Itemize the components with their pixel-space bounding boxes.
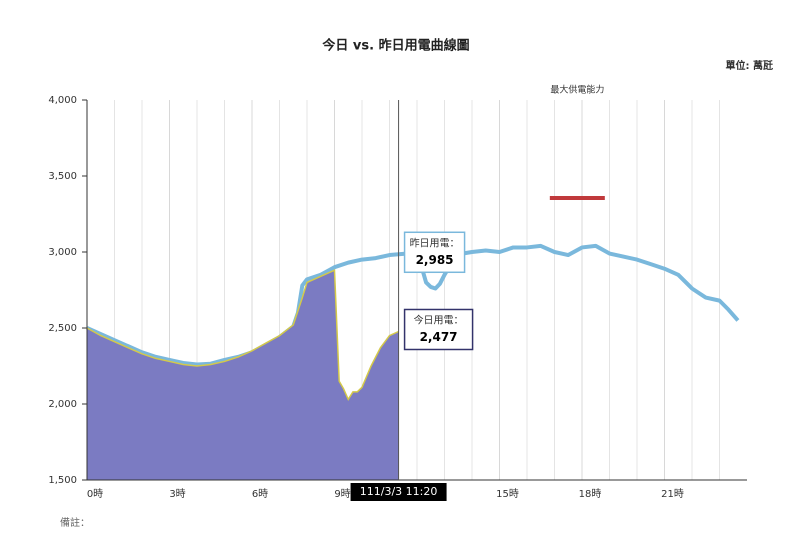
x-tick-label: 6時: [252, 488, 268, 500]
tooltip-box: [403, 231, 466, 274]
x-tick-label: 0時: [87, 488, 103, 500]
tooltip-title: 今日用電：: [414, 313, 464, 326]
note: 備註：: [60, 516, 90, 529]
tooltip-box: [403, 308, 474, 351]
cursor-box: [350, 483, 447, 501]
y-tick-label: 2,500: [48, 323, 77, 334]
x-tick-label: 3時: [169, 488, 185, 500]
tooltip-value: 2,477: [420, 330, 458, 344]
y-tick-label: 2,000: [48, 399, 77, 410]
capacity-label: 最大供電能力: [550, 84, 604, 96]
y-tick-label: 1,500: [48, 475, 77, 486]
chart-title: 今日 vs. 昨日用電曲線圖: [321, 38, 469, 54]
x-tick-label: 9時: [334, 488, 350, 500]
tooltip-title: 昨日用電：: [410, 237, 460, 249]
area-outline: [86, 269, 399, 402]
y-tick-label: 3,000: [48, 247, 77, 258]
y-tick-label: 3,500: [48, 171, 77, 182]
x-tick-label: 18時: [579, 488, 602, 500]
x-tick-label: 21時: [661, 488, 684, 500]
tooltip-value: 2,985: [416, 253, 454, 267]
y-tick-label: 4,000: [48, 95, 77, 106]
unit-label: 單位: 萬瓩: [726, 59, 773, 72]
x-tick-label: 15時: [496, 488, 519, 500]
cursor-label: 111/3/3 11:20: [360, 485, 438, 498]
area: [87, 270, 399, 480]
